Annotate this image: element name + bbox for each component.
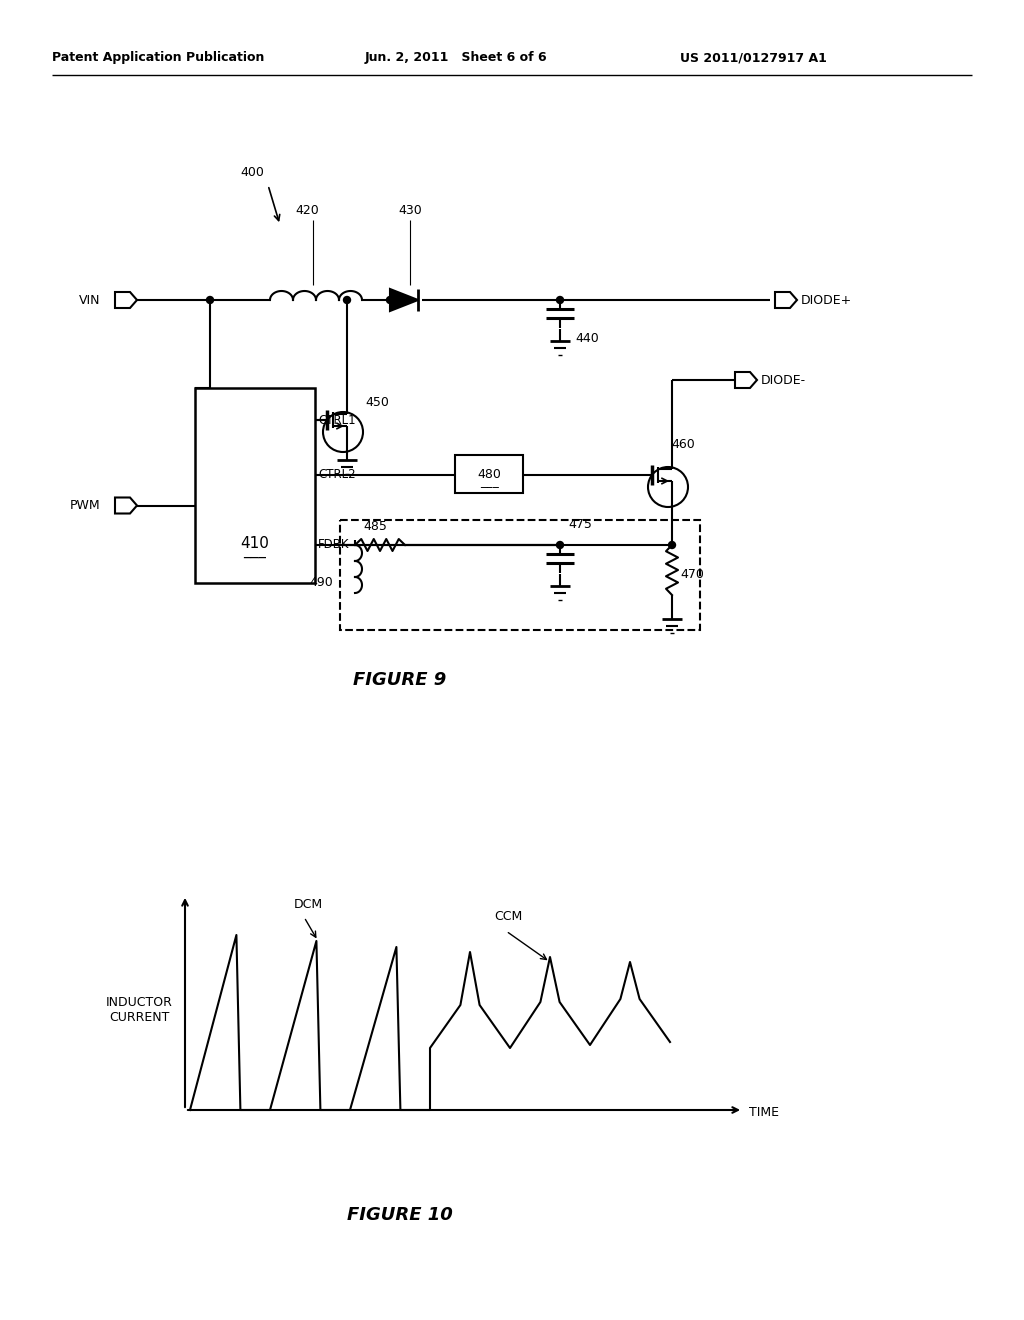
Circle shape xyxy=(386,297,393,304)
Text: 450: 450 xyxy=(365,396,389,408)
Circle shape xyxy=(556,297,563,304)
Text: CCM: CCM xyxy=(494,911,522,924)
Text: 475: 475 xyxy=(568,519,592,532)
Circle shape xyxy=(207,297,213,304)
Circle shape xyxy=(343,297,350,304)
Text: Patent Application Publication: Patent Application Publication xyxy=(52,51,264,65)
Text: 485: 485 xyxy=(364,520,387,533)
Text: US 2011/0127917 A1: US 2011/0127917 A1 xyxy=(680,51,826,65)
Polygon shape xyxy=(390,289,418,312)
Text: INDUCTOR
CURRENT: INDUCTOR CURRENT xyxy=(106,997,173,1024)
Text: CTRL2: CTRL2 xyxy=(318,469,355,482)
Text: 420: 420 xyxy=(295,203,318,216)
Text: FIGURE 9: FIGURE 9 xyxy=(353,671,446,689)
Text: VIN: VIN xyxy=(79,293,100,306)
Text: 440: 440 xyxy=(575,331,599,345)
Text: 480: 480 xyxy=(477,467,501,480)
Text: FDBK: FDBK xyxy=(318,539,349,552)
Circle shape xyxy=(556,541,563,549)
Text: 470: 470 xyxy=(680,569,703,582)
Text: ___: ___ xyxy=(244,543,266,558)
Text: FIGURE 10: FIGURE 10 xyxy=(347,1206,453,1224)
Text: PWM: PWM xyxy=(70,499,100,512)
Text: Jun. 2, 2011   Sheet 6 of 6: Jun. 2, 2011 Sheet 6 of 6 xyxy=(365,51,548,65)
Text: 430: 430 xyxy=(398,203,422,216)
Circle shape xyxy=(669,541,676,549)
Text: 400: 400 xyxy=(240,165,264,178)
Text: CTRL1: CTRL1 xyxy=(318,413,355,426)
Text: ___: ___ xyxy=(479,475,499,488)
Text: DIODE-: DIODE- xyxy=(761,374,806,387)
Text: DCM: DCM xyxy=(294,899,324,912)
Text: 490: 490 xyxy=(309,577,333,590)
Text: 410: 410 xyxy=(241,536,269,550)
Text: TIME: TIME xyxy=(749,1106,779,1118)
Text: DIODE+: DIODE+ xyxy=(801,293,852,306)
Text: 460: 460 xyxy=(671,438,694,451)
